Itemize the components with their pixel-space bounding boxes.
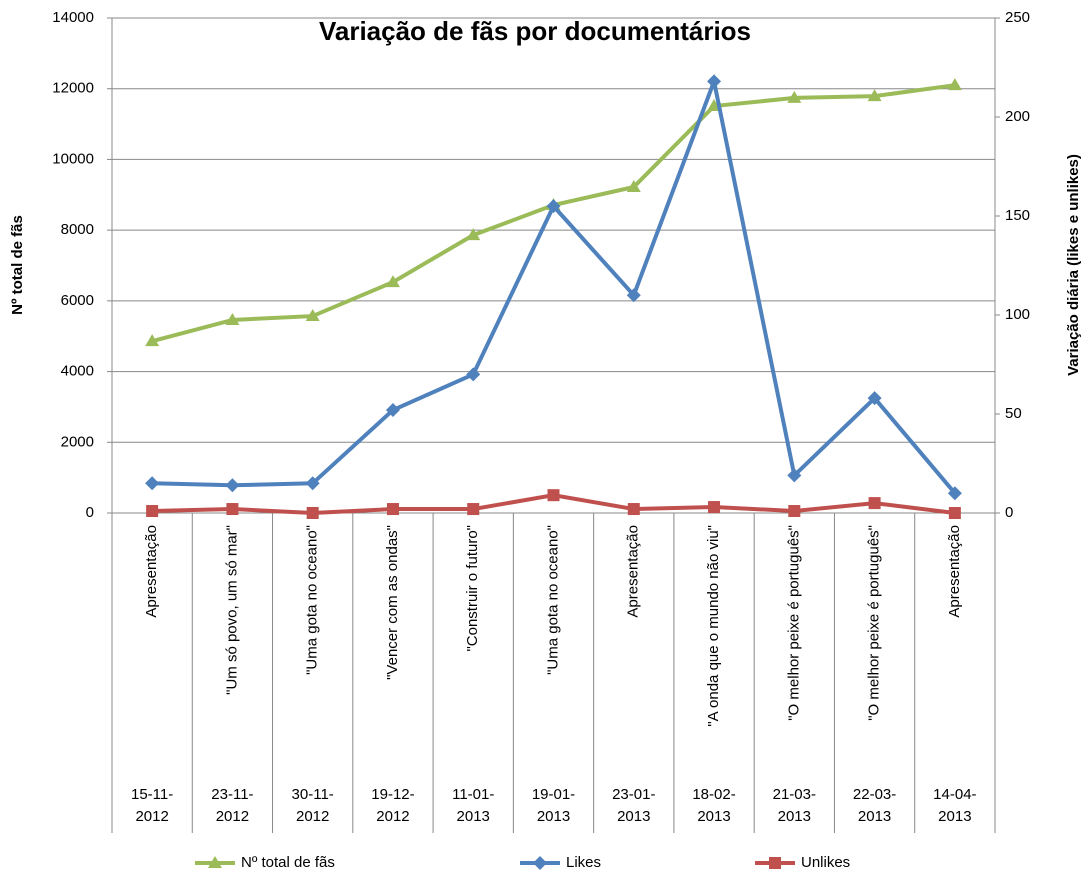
data-point — [788, 505, 801, 518]
category-name: "Construir o futuro" — [464, 525, 481, 652]
category-name: "Uma gota no oceano" — [304, 525, 321, 675]
data-point — [225, 478, 240, 493]
data-point — [626, 288, 641, 303]
data-point — [868, 497, 881, 510]
x-tick-label: 23-11-2012 — [211, 786, 254, 825]
y2-tick-label: 0 — [1005, 504, 1013, 521]
data-point — [305, 309, 320, 322]
data-point — [947, 486, 962, 501]
data-point — [226, 503, 239, 516]
data-point — [145, 476, 160, 491]
data-point — [467, 503, 480, 516]
category-name: "Vencer com as ondas" — [384, 525, 401, 680]
y2-tick-label: 200 — [1005, 108, 1030, 125]
y-tick-label: 12000 — [52, 80, 94, 97]
category-name: Apresentação — [625, 525, 642, 618]
data-point — [867, 391, 882, 406]
data-point — [626, 180, 641, 193]
category-name: "Um só povo, um só mar" — [223, 525, 240, 695]
data-point — [787, 90, 802, 103]
y-tick-label: 14000 — [52, 9, 94, 26]
data-point — [708, 501, 721, 514]
category-name: Apresentação — [946, 525, 963, 618]
y-tick-label: 4000 — [61, 363, 94, 380]
x-tick-label: 23-01-2013 — [612, 786, 656, 825]
data-point — [947, 78, 962, 91]
category-name: "O melhor peixe é português" — [866, 525, 883, 721]
data-point — [145, 334, 160, 347]
data-point — [385, 403, 400, 418]
data-point — [627, 503, 640, 516]
data-point — [225, 312, 240, 325]
data-point — [787, 468, 802, 483]
y2-axis-label: Variação diária (likes e unlikes) — [1065, 154, 1082, 376]
y-tick-label: 2000 — [61, 433, 94, 450]
x-tick-label: 21-03-2013 — [772, 786, 816, 825]
x-tick-label: 30-11-2012 — [291, 786, 334, 825]
legend-marker — [208, 856, 222, 868]
data-point — [386, 503, 399, 516]
x-tick-label: 11-01-2013 — [452, 786, 495, 825]
series-line — [152, 74, 957, 495]
y-axis-label: Nº total de fãs — [9, 215, 26, 315]
data-point — [547, 489, 560, 502]
x-tick-label: 15-11-2012 — [131, 786, 174, 825]
category-name: "A onda que o mundo não viu" — [705, 525, 722, 727]
y-tick-label: 8000 — [61, 221, 94, 238]
category-name: "Uma gota no oceano" — [544, 525, 561, 675]
y-tick-label: 10000 — [52, 150, 94, 167]
data-point — [306, 507, 319, 519]
y-tick-label: 0 — [86, 504, 94, 521]
category-name: "O melhor peixe é português" — [785, 525, 802, 721]
data-point — [867, 89, 882, 102]
legend-label: Unlikes — [801, 854, 850, 871]
data-point — [466, 228, 481, 241]
data-point — [305, 476, 320, 491]
category-name: Apresentação — [143, 525, 160, 618]
x-tick-label: 19-12-2012 — [371, 786, 415, 825]
y2-tick-label: 50 — [1005, 405, 1022, 422]
legend-label: Nº total de fãs — [241, 854, 335, 871]
series-line — [151, 83, 956, 344]
y2-tick-label: 250 — [1005, 9, 1030, 26]
legend-marker — [533, 856, 547, 870]
legend-label: Likes — [566, 854, 601, 871]
x-tick-label: 19-01-2013 — [531, 786, 576, 825]
data-point — [466, 367, 481, 382]
y-tick-label: 6000 — [61, 292, 94, 309]
data-point — [385, 275, 400, 288]
y2-tick-label: 100 — [1005, 306, 1030, 323]
chart-title: Variação de fãs por documentários — [319, 16, 751, 46]
y2-tick-label: 150 — [1005, 207, 1030, 224]
data-point — [146, 505, 159, 518]
data-point — [707, 74, 722, 89]
x-tick-label: 22-03-2013 — [852, 786, 897, 825]
x-tick-label: 14-04-2013 — [933, 786, 977, 825]
x-tick-label: 18-02-2013 — [692, 786, 736, 825]
legend-marker — [769, 857, 781, 869]
data-point — [948, 507, 961, 519]
data-point — [546, 199, 561, 214]
